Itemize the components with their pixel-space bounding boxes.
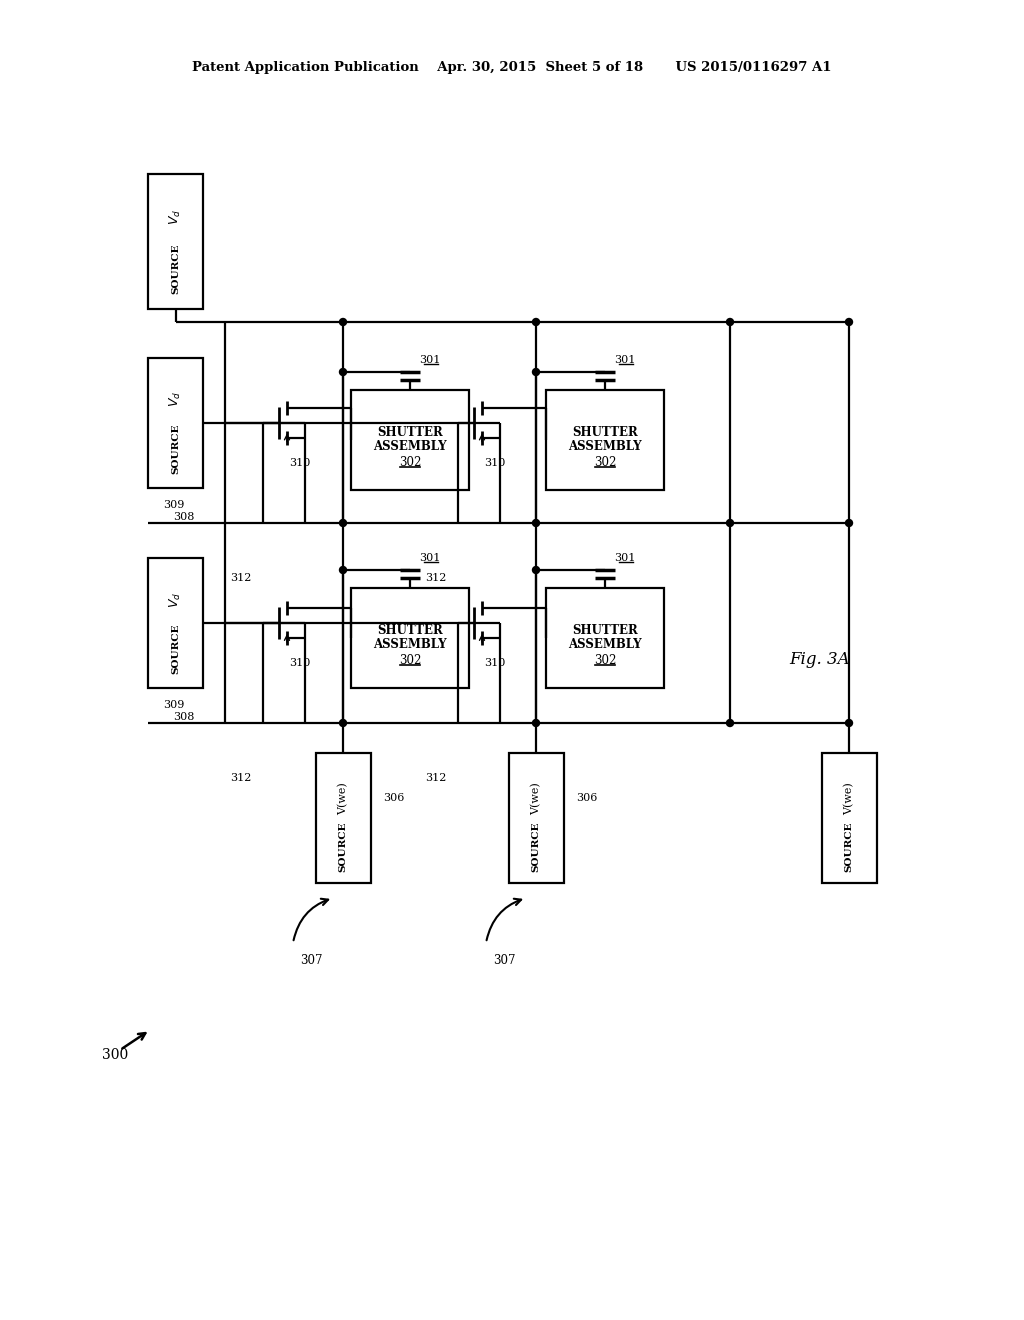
Text: 310: 310 — [290, 657, 310, 668]
Text: 309: 309 — [163, 500, 184, 510]
Bar — [148, 358, 203, 487]
Bar — [148, 174, 203, 309]
Circle shape — [846, 520, 853, 527]
Text: 306: 306 — [575, 793, 597, 803]
Circle shape — [340, 566, 346, 573]
Circle shape — [340, 368, 346, 375]
Text: ASSEMBLY: ASSEMBLY — [373, 440, 446, 453]
Text: 307: 307 — [300, 954, 323, 968]
Text: 310: 310 — [484, 458, 506, 467]
Circle shape — [726, 719, 733, 726]
Circle shape — [846, 318, 853, 326]
Text: $V_d$: $V_d$ — [168, 209, 183, 226]
Bar — [148, 558, 203, 688]
Bar — [315, 752, 371, 883]
Text: 312: 312 — [230, 774, 252, 783]
Text: $V_d$: $V_d$ — [168, 591, 183, 607]
Text: V(we): V(we) — [338, 783, 348, 814]
Circle shape — [532, 318, 540, 326]
Text: SHUTTER: SHUTTER — [572, 425, 638, 438]
Text: SOURCE: SOURCE — [531, 821, 541, 871]
Bar — [546, 389, 664, 490]
Text: 301: 301 — [614, 553, 636, 564]
Text: SOURCE: SOURCE — [171, 424, 180, 474]
Circle shape — [726, 318, 733, 326]
Circle shape — [340, 520, 346, 527]
Text: 312: 312 — [425, 774, 446, 783]
Text: SOURCE: SOURCE — [845, 821, 853, 871]
Circle shape — [340, 318, 346, 326]
Text: 308: 308 — [173, 512, 195, 521]
Text: SHUTTER: SHUTTER — [572, 623, 638, 636]
Text: V(we): V(we) — [844, 783, 854, 814]
Text: 308: 308 — [173, 711, 195, 722]
Text: ASSEMBLY: ASSEMBLY — [568, 440, 642, 453]
Text: SHUTTER: SHUTTER — [377, 623, 442, 636]
Circle shape — [846, 719, 853, 726]
Text: SOURCE: SOURCE — [171, 243, 180, 294]
Bar — [821, 752, 877, 883]
Text: 302: 302 — [398, 653, 421, 667]
Text: ASSEMBLY: ASSEMBLY — [568, 638, 642, 651]
Text: ASSEMBLY: ASSEMBLY — [373, 638, 446, 651]
Bar — [509, 752, 563, 883]
Text: 302: 302 — [594, 653, 616, 667]
Bar — [351, 389, 469, 490]
Text: 312: 312 — [230, 573, 252, 583]
Circle shape — [532, 520, 540, 527]
Text: 312: 312 — [425, 573, 446, 583]
Text: 301: 301 — [614, 355, 636, 366]
Circle shape — [532, 368, 540, 375]
Text: Fig. 3A: Fig. 3A — [790, 652, 850, 668]
Text: 309: 309 — [163, 700, 184, 710]
Bar — [351, 587, 469, 688]
Circle shape — [340, 719, 346, 726]
Text: 302: 302 — [398, 455, 421, 469]
Circle shape — [532, 566, 540, 573]
Text: SHUTTER: SHUTTER — [377, 425, 442, 438]
Text: 302: 302 — [594, 455, 616, 469]
Text: V(we): V(we) — [530, 783, 541, 814]
Text: 310: 310 — [290, 458, 310, 467]
Text: 300: 300 — [101, 1048, 128, 1063]
Text: 301: 301 — [419, 553, 440, 564]
Circle shape — [532, 719, 540, 726]
Bar — [546, 587, 664, 688]
Text: $V_d$: $V_d$ — [168, 391, 183, 407]
Text: Patent Application Publication    Apr. 30, 2015  Sheet 5 of 18       US 2015/011: Patent Application Publication Apr. 30, … — [193, 62, 831, 74]
Text: 307: 307 — [493, 954, 515, 968]
Text: SOURCE: SOURCE — [339, 821, 347, 871]
Text: 306: 306 — [383, 793, 404, 803]
Text: 310: 310 — [484, 657, 506, 668]
Text: SOURCE: SOURCE — [171, 624, 180, 675]
Text: 301: 301 — [419, 355, 440, 366]
Circle shape — [726, 520, 733, 527]
